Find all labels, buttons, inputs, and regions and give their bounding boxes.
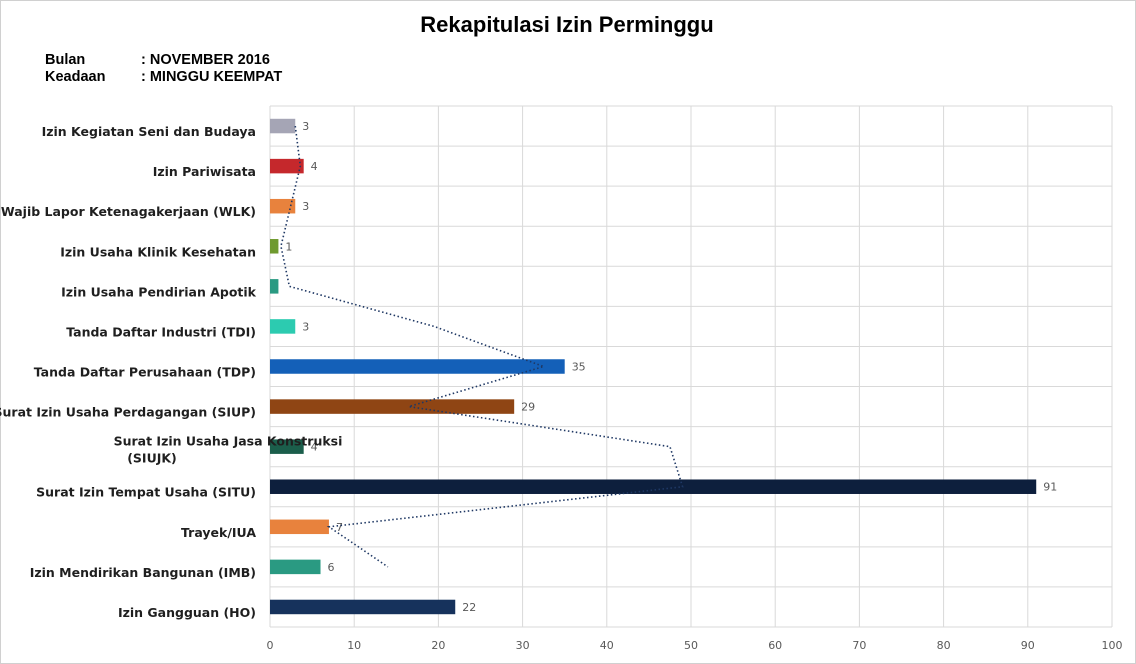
x-tick-label: 80	[937, 639, 951, 652]
month-row: Bulan : NOVEMBER 2016	[45, 52, 270, 68]
x-tick-label: 10	[347, 639, 361, 652]
category-label: Izin Usaha Pendirian Apotik	[61, 284, 257, 299]
x-tick-label: 50	[684, 639, 698, 652]
x-tick-label: 30	[516, 639, 530, 652]
data-label: 29	[521, 401, 535, 414]
chart-title: Rekapitulasi Izin Perminggu	[420, 12, 714, 37]
bar	[270, 319, 296, 334]
bar	[270, 439, 304, 454]
category-label: Izin Usaha Klinik Kesehatan	[60, 244, 256, 259]
x-tick-label: 40	[600, 639, 614, 652]
data-label: 4	[311, 160, 318, 173]
x-tick-label: 70	[852, 639, 866, 652]
bar	[270, 479, 1037, 494]
bar	[270, 359, 565, 374]
bar	[270, 399, 515, 414]
bar	[270, 118, 296, 134]
data-label: 22	[462, 601, 476, 614]
data-label: 3	[302, 120, 309, 133]
x-tick-label: 100	[1102, 639, 1123, 652]
data-label: 3	[302, 320, 309, 333]
category-label: Trayek/IUA	[181, 525, 256, 540]
data-label: 35	[572, 361, 586, 374]
bar	[270, 599, 456, 615]
category-label: Tanda Daftar Perusahaan (TDP)	[34, 365, 256, 380]
condition-value: : MINGGU KEEMPAT	[141, 69, 283, 85]
condition-label: Keadaan	[45, 69, 106, 85]
bar	[270, 559, 321, 575]
x-tick-label: 0	[267, 639, 274, 652]
bar	[270, 158, 304, 174]
data-label: 6	[328, 561, 335, 574]
category-label: Izin Kegiatan Seni dan Budaya	[42, 124, 256, 139]
category-label: Izin Pariwisata	[153, 164, 256, 179]
data-label: 91	[1043, 481, 1057, 494]
bar	[270, 279, 279, 294]
bar	[270, 198, 296, 214]
x-tick-label: 90	[1021, 639, 1035, 652]
data-label: 7	[336, 521, 343, 534]
category-label: Surat Izin Usaha Perdagangan (SIUP)	[0, 405, 256, 420]
category-label: Tanda Daftar Industri (TDI)	[66, 324, 256, 339]
bar	[270, 519, 329, 535]
category-label: Izin Gangguan (HO)	[118, 605, 256, 620]
bar	[270, 239, 279, 254]
category-label: Izin Mendirikan Bangunan (IMB)	[30, 565, 256, 580]
category-label: Wajib Lapor Ketenagakerjaan (WLK)	[1, 204, 256, 219]
category-label: Surat Izin Usaha Jasa Konstruksi (SIUJK)	[114, 434, 343, 466]
month-value: : NOVEMBER 2016	[141, 52, 270, 68]
category-label: Surat Izin Tempat Usaha (SITU)	[36, 485, 256, 500]
x-tick-label: 60	[768, 639, 782, 652]
month-label: Bulan	[45, 52, 86, 68]
data-label: 1	[285, 240, 292, 253]
condition-row: Keadaan : MINGGU KEEMPAT	[45, 69, 282, 85]
x-tick-label: 20	[431, 639, 445, 652]
data-label: 3	[302, 200, 309, 213]
data-label: 4	[311, 441, 318, 454]
